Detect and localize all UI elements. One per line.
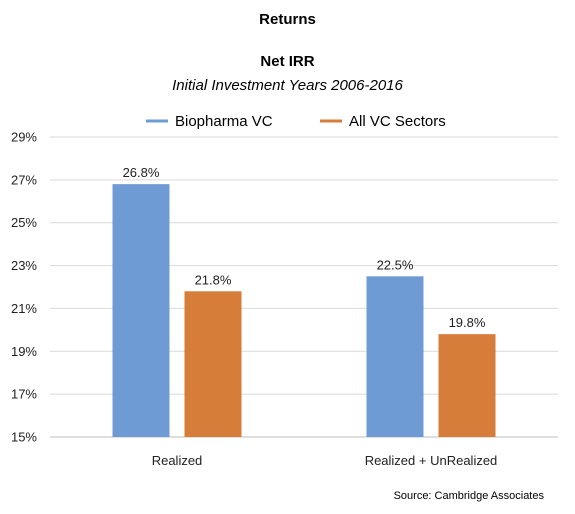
y-tick-label-29: 29% (11, 130, 37, 145)
data-label-all-vc-sectors-realized-unrealized: 19.8% (449, 315, 486, 330)
y-tick-label-19: 19% (11, 344, 37, 359)
category-label-realized: Realized (152, 453, 203, 468)
chart-subtitle-years: Initial Investment Years 2006-2016 (172, 77, 403, 94)
data-labels: 26.8% 21.8% 22.5% 19.8% (123, 165, 486, 330)
category-label-realized-unrealized: Realized + UnRealized (365, 453, 498, 468)
y-tick-label-17: 17% (11, 387, 37, 402)
bar-biopharma-vc-realized-unrealized (366, 276, 424, 437)
y-tick-label-25: 25% (11, 215, 37, 230)
y-tick-label-27: 27% (11, 172, 37, 187)
data-label-biopharma-vc-realized: 26.8% (123, 165, 160, 180)
data-label-biopharma-vc-realized-unrealized: 22.5% (377, 257, 414, 272)
bar-all-vc-sectors-realized-unrealized (438, 334, 496, 437)
y-tick-label-21: 21% (11, 301, 37, 316)
y-tick-label-23: 23% (11, 258, 37, 273)
source-note: Source: Cambridge Associates (394, 490, 545, 502)
legend-label-biopharma-vc: Biopharma VC (175, 113, 273, 130)
legend: Biopharma VC All VC Sectors (146, 113, 446, 130)
x-axis-categories: Realized Realized + UnRealized (152, 453, 498, 468)
legend-label-all-vc-sectors: All VC Sectors (349, 113, 446, 130)
y-tick-label-15: 15% (11, 430, 37, 445)
bar-all-vc-sectors-realized (184, 291, 242, 437)
chart-subtitle: Net IRR (260, 53, 314, 70)
bars (112, 184, 496, 437)
y-axis-ticks: 15% 17% 19% 21% 23% 25% 27% 29% (11, 130, 37, 445)
chart-title: Returns (259, 11, 316, 28)
bar-biopharma-vc-realized (112, 184, 170, 437)
data-label-all-vc-sectors-realized: 21.8% (195, 272, 232, 287)
